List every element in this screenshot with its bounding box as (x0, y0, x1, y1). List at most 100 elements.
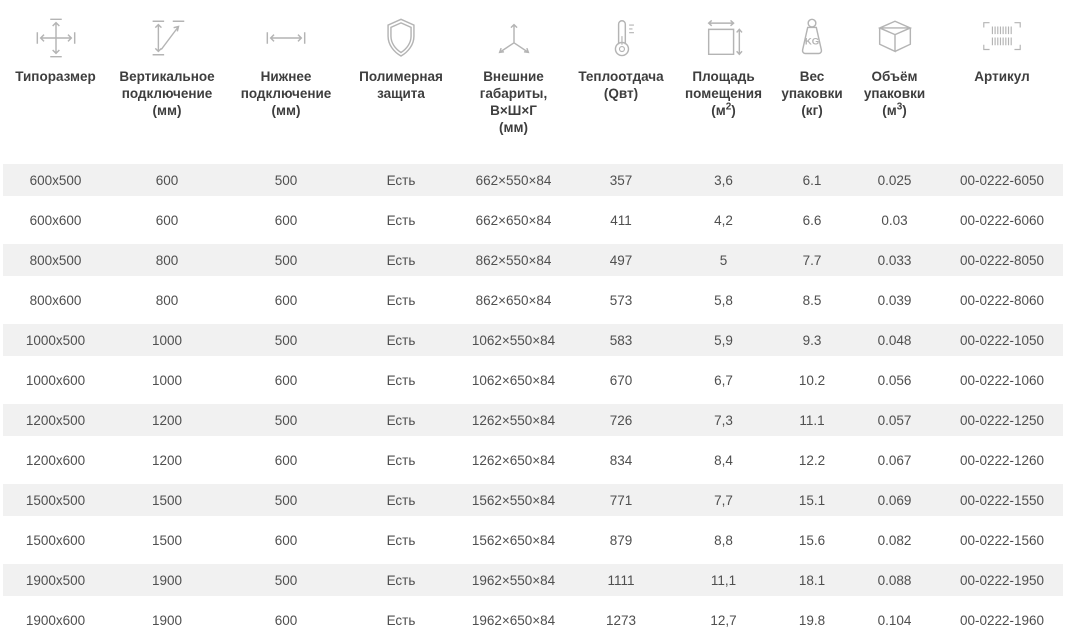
column-header-article: Артикул (941, 0, 1063, 160)
table-cell: 00-0222-1960 (941, 600, 1063, 640)
table-cell: 0.033 (848, 240, 941, 280)
area-square-icon (674, 14, 773, 62)
column-label: Площадь помещения (685, 69, 762, 101)
table-cell: 8,8 (671, 520, 776, 560)
table-row: 800x500 800 500 Есть 862×550×84 497 5 7.7 0.033 0… (3, 240, 1063, 280)
table-cell: 6,7 (671, 360, 776, 400)
horizontal-arrow-icon (229, 14, 343, 62)
table-cell: 500 (226, 320, 346, 360)
table-cell: 5,9 (671, 320, 776, 360)
table-cell: 1200x500 (3, 400, 108, 440)
three-axes-icon (459, 14, 568, 62)
table-cell: 3,6 (671, 160, 776, 200)
table-cell: 4,2 (671, 200, 776, 240)
column-label: Объём упаковки (863, 69, 926, 101)
table-cell: Есть (346, 320, 456, 360)
table-cell: Есть (346, 440, 456, 480)
table-cell: Есть (346, 160, 456, 200)
table-cell: 7,7 (671, 480, 776, 520)
column-header-room-area: Площадь помещения (м2) (671, 0, 776, 160)
table-cell: 5,8 (671, 280, 776, 320)
table-row: 1500x600 1500 600 Есть 1562×650×84 879 8,8 15.6… (3, 520, 1063, 560)
table-cell: 1062×650×84 (456, 360, 571, 400)
table-row: 1200x600 1200 600 Есть 1262×650×84 834 8,4 12.2… (3, 440, 1063, 480)
table-cell: 15.1 (776, 480, 848, 520)
table-cell: 1900x500 (3, 560, 108, 600)
table-cell: 00-0222-1260 (941, 440, 1063, 480)
table-row: 1900x500 1900 500 Есть 1962×550×84 1111 11,1 18… (3, 560, 1063, 600)
table-cell: 600 (226, 200, 346, 240)
table-cell: 500 (226, 560, 346, 600)
table-cell: 1000 (108, 320, 226, 360)
column-header-polymer-protection: Полимерная защита (346, 0, 456, 160)
table-cell: 662×650×84 (456, 200, 571, 240)
column-unit: (Qвт) (603, 86, 639, 101)
table-cell: 500 (226, 160, 346, 200)
barcode-icon (944, 14, 1060, 62)
table-cell: 862×550×84 (456, 240, 571, 280)
table-cell: 573 (571, 280, 671, 320)
column-label: Нижнее подключение (240, 69, 332, 101)
column-unit: (мм) (152, 103, 182, 118)
column-label: Вертикальное подключение (119, 69, 215, 101)
table-cell: 11,1 (671, 560, 776, 600)
table-cell: 600 (226, 520, 346, 560)
table-cell: 0.048 (848, 320, 941, 360)
table-cell: 1273 (571, 600, 671, 640)
table-cell: 18.1 (776, 560, 848, 600)
table-cell: 1000x500 (3, 320, 108, 360)
table-cell: 00-0222-1250 (941, 400, 1063, 440)
table-row: 600x600 600 600 Есть 662×650×84 411 4,2 6.6 0.03… (3, 200, 1063, 240)
column-label: Вес упаковки (781, 69, 843, 101)
table-cell: 7.7 (776, 240, 848, 280)
table-cell: 0.104 (848, 600, 941, 640)
table-cell: 0.057 (848, 400, 941, 440)
table-cell: 00-0222-1950 (941, 560, 1063, 600)
table-row: 1000x500 1000 500 Есть 1062×550×84 583 5,9 9.3 0… (3, 320, 1063, 360)
table-cell: 15.6 (776, 520, 848, 560)
table-cell: 600 (108, 200, 226, 240)
table-cell: 800x600 (3, 280, 108, 320)
table-cell: 1000x600 (3, 360, 108, 400)
table-cell: 1562×650×84 (456, 520, 571, 560)
table-cell: Есть (346, 520, 456, 560)
table-cell: 19.8 (776, 600, 848, 640)
table-cell: Есть (346, 280, 456, 320)
table-cell: 0.039 (848, 280, 941, 320)
table-cell: 0.056 (848, 360, 941, 400)
table-cell: 600 (226, 280, 346, 320)
table-cell: 0.082 (848, 520, 941, 560)
table-cell: Есть (346, 360, 456, 400)
table-cell: 10.2 (776, 360, 848, 400)
table-cell: 8,4 (671, 440, 776, 480)
table-cell: 6.1 (776, 160, 848, 200)
column-header-bottom-connection: Нижнее подключение (мм) (226, 0, 346, 160)
table-cell: 800 (108, 280, 226, 320)
vertical-connection-icon (111, 14, 223, 62)
table-cell: 600 (108, 160, 226, 200)
table-cell: 1900 (108, 560, 226, 600)
table-cell: 0.088 (848, 560, 941, 600)
column-header-type-size: Типоразмер (3, 0, 108, 160)
table-cell: 662×550×84 (456, 160, 571, 200)
table-cell: 0.025 (848, 160, 941, 200)
table-cell: 00-0222-1060 (941, 360, 1063, 400)
table-cell: 1962×550×84 (456, 560, 571, 600)
table-row: 1000x600 1000 600 Есть 1062×650×84 670 6,7 10.2… (3, 360, 1063, 400)
table-row: 1200x500 1200 500 Есть 1262×550×84 726 7,3 11.1… (3, 400, 1063, 440)
table-cell: 670 (571, 360, 671, 400)
column-label: Артикул (974, 69, 1030, 84)
column-header-vertical-connection: Вертикальное подключение (мм) (108, 0, 226, 160)
table-cell: 1900 (108, 600, 226, 640)
table-cell: 7,3 (671, 400, 776, 440)
table-cell: 00-0222-6050 (941, 160, 1063, 200)
table-cell: 1000 (108, 360, 226, 400)
table-row: 1500x500 1500 500 Есть 1562×550×84 771 7,7 15.1… (3, 480, 1063, 520)
table-cell: 12,7 (671, 600, 776, 640)
table-cell: 1500x500 (3, 480, 108, 520)
table-cell: 879 (571, 520, 671, 560)
table-cell: 1500 (108, 520, 226, 560)
table-cell: 12.2 (776, 440, 848, 480)
kg-label: KG (805, 37, 819, 48)
table-cell: 600 (226, 600, 346, 640)
